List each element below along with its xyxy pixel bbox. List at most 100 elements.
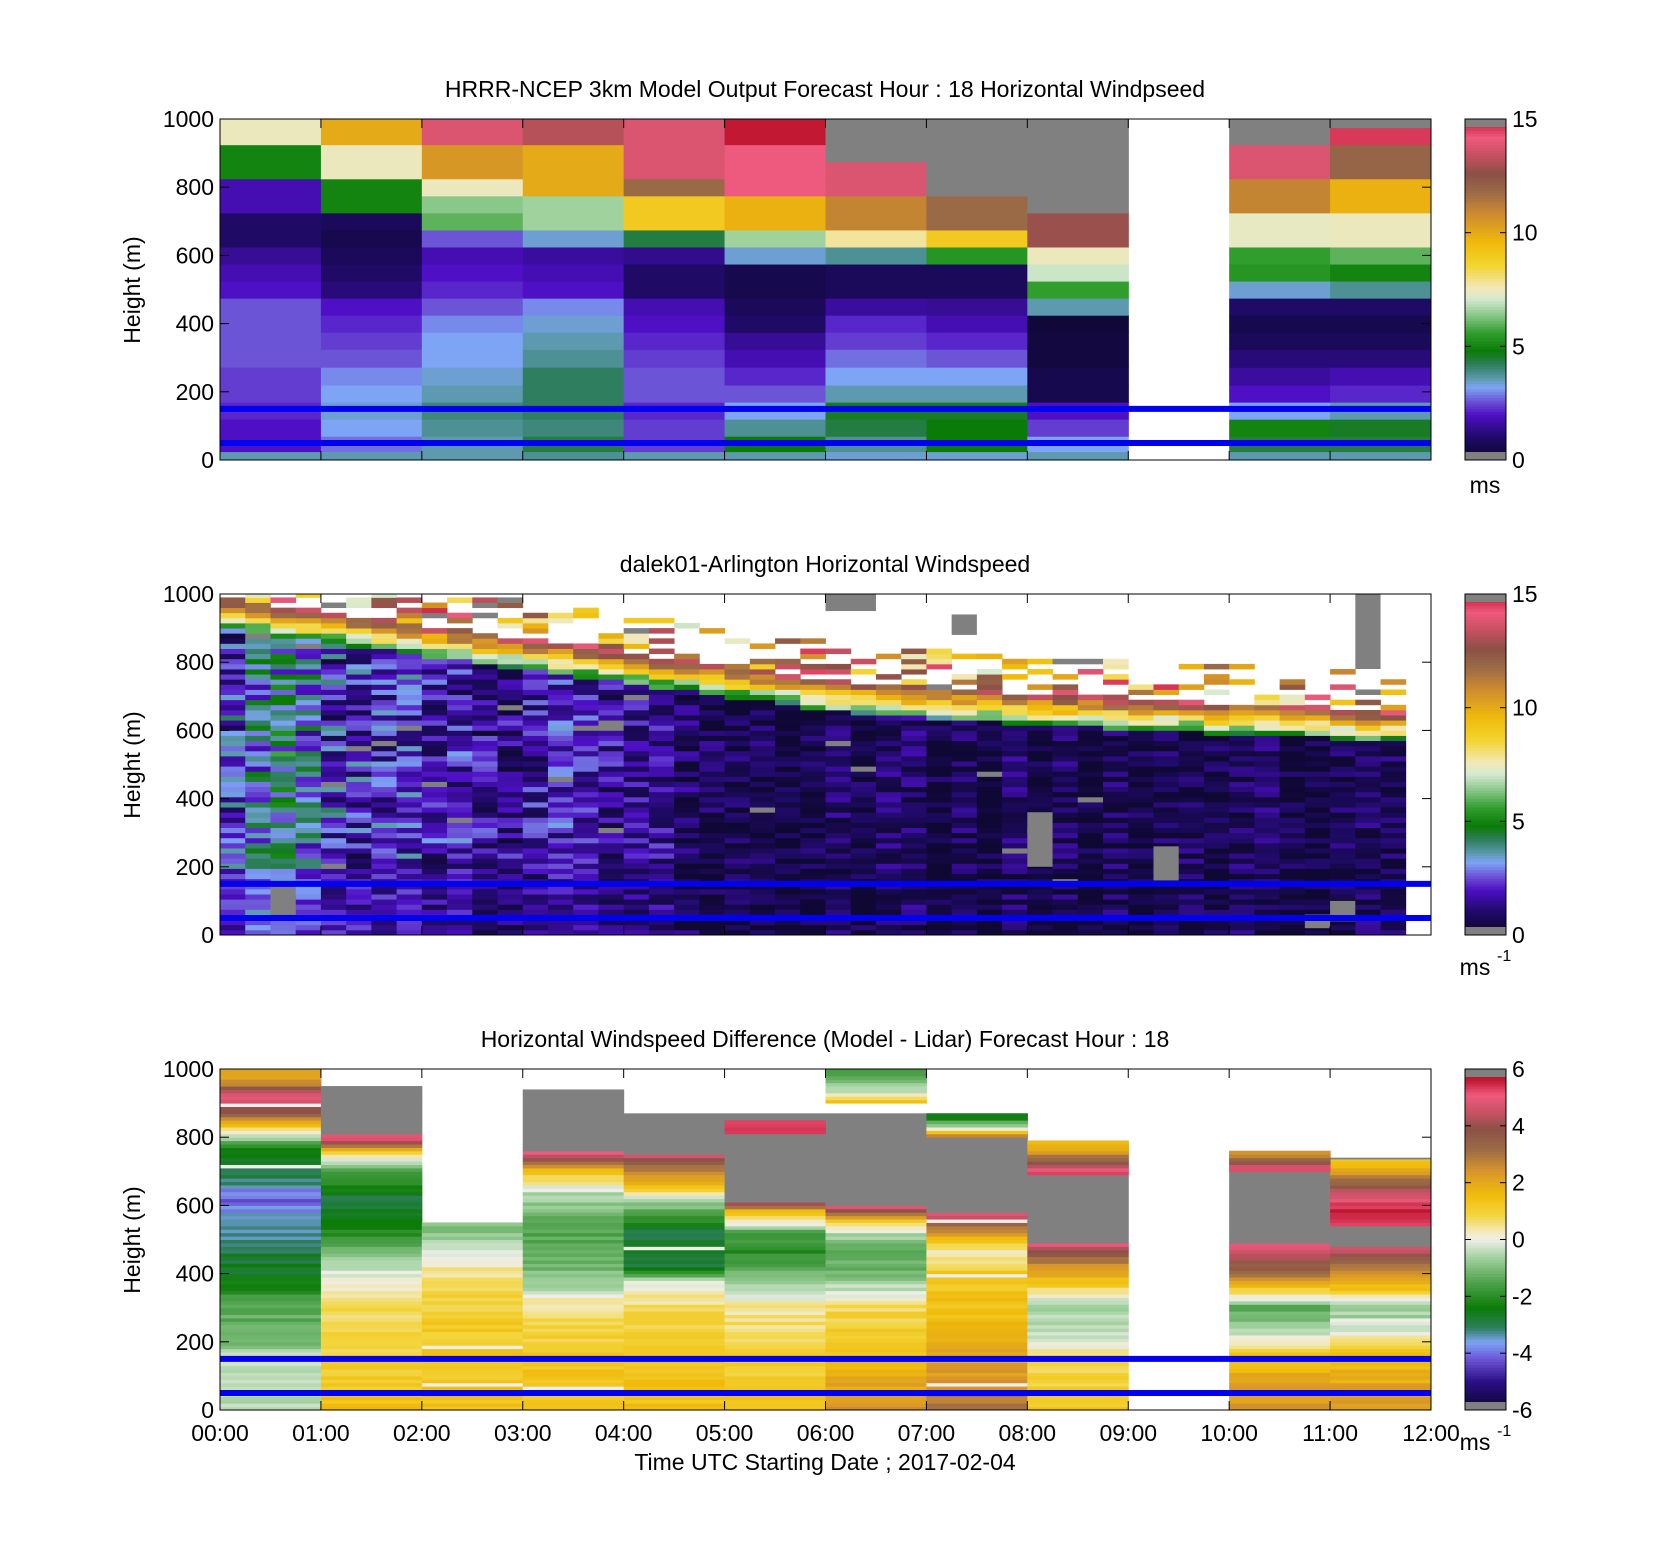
- colorbar-segment: [1465, 1094, 1506, 1098]
- lidar-cell: [245, 807, 271, 813]
- colorbar-segment: [1465, 352, 1506, 356]
- difference-cell: [522, 1290, 625, 1295]
- lidar-cell: [371, 822, 398, 828]
- difference-cell: [623, 1208, 726, 1213]
- lidar-cell: [875, 776, 902, 782]
- lidar-cell: [598, 704, 625, 711]
- difference-cell: [522, 1283, 625, 1288]
- difference-cell: [421, 1287, 524, 1292]
- lidar-cell: [320, 689, 347, 695]
- lidar-cell: [245, 776, 271, 782]
- lidar-cell: [724, 720, 751, 726]
- lidar-cell: [623, 653, 650, 660]
- lidar-cell: [421, 755, 448, 762]
- lidar-cell: [1279, 791, 1306, 798]
- lidar-cell: [749, 669, 776, 675]
- lidar-cell: [1052, 929, 1079, 935]
- lidar-cell: [270, 812, 297, 818]
- colorbar-overflow-cap: [1465, 119, 1506, 127]
- lidar-cell: [245, 669, 271, 675]
- colorbar-segment: [1465, 303, 1506, 308]
- lidar-cell: [800, 669, 826, 675]
- lidar-cell: [547, 694, 574, 701]
- model-cell: [1330, 280, 1431, 299]
- lidar-cell: [825, 745, 852, 752]
- lidar-cell: [421, 720, 448, 726]
- lidar-cell: [674, 888, 700, 895]
- lidar-cell: [472, 853, 498, 859]
- lidar-cell: [320, 873, 347, 880]
- colorbar-segment: [1465, 238, 1506, 242]
- lidar-cell: [1153, 750, 1180, 757]
- lidar-cell: [573, 669, 599, 675]
- lidar-cell: [295, 715, 322, 721]
- lidar-cell: [295, 837, 322, 844]
- lidar-cell: [396, 607, 423, 614]
- model-cell: [421, 212, 524, 231]
- lidar-cell: [421, 848, 448, 854]
- difference-cell: [623, 1280, 726, 1285]
- colorbar-segment: [1465, 909, 1506, 913]
- colorbar-segment: [1465, 138, 1506, 143]
- colorbar-segment: [1465, 386, 1506, 390]
- lidar-cell: [901, 904, 927, 910]
- lidar-cell: [1203, 791, 1230, 798]
- lidar-cell: [1380, 755, 1407, 762]
- colorbar-segment: [1465, 406, 1506, 410]
- lidar-cell: [598, 699, 625, 706]
- lidar-cell: [775, 904, 801, 910]
- lidar-cell: [850, 822, 877, 828]
- model-cell: [320, 349, 423, 368]
- colorbar-segment: [1465, 1205, 1506, 1209]
- lidar-cell: [825, 822, 852, 828]
- lidar-cell: [674, 663, 700, 670]
- lidar-cell: [749, 868, 776, 875]
- model-cell: [825, 280, 928, 299]
- lidar-cell: [1254, 904, 1281, 910]
- lidar-cell: [825, 919, 852, 926]
- lidar-cell: [1279, 755, 1306, 762]
- lidar-cell: [800, 873, 826, 880]
- colorbar-segment: [1465, 397, 1506, 401]
- difference-cell: [320, 1396, 423, 1401]
- lidar-cell: [1304, 730, 1331, 736]
- lidar-cell: [1103, 725, 1129, 731]
- lidar-cell: [1380, 750, 1407, 757]
- lidar-cell: [1279, 848, 1306, 854]
- lidar-cell: [573, 755, 599, 762]
- lidar-cell: [699, 848, 725, 854]
- difference-cell: [926, 1239, 1028, 1244]
- lidar-cell: [749, 853, 776, 859]
- lidar-cell: [699, 817, 725, 823]
- lidar-cell: [775, 853, 801, 859]
- lidar-cell: [270, 919, 297, 926]
- lidar-cell: [371, 802, 398, 808]
- lidar-cell: [1355, 853, 1381, 859]
- difference-cell: [1330, 1263, 1431, 1268]
- lidar-cell: [1052, 658, 1079, 665]
- lidar-cell: [1355, 771, 1381, 777]
- lidar-cell: [1279, 863, 1306, 869]
- model-cell: [1027, 212, 1129, 231]
- lidar-cell: [320, 791, 347, 798]
- model-cell: [1027, 315, 1129, 333]
- difference-cell: [320, 1133, 423, 1138]
- lidar-cell: [1279, 766, 1306, 772]
- lidar-cell: [724, 919, 751, 926]
- difference-cell: [623, 1304, 726, 1309]
- lidar-cell: [1002, 796, 1028, 803]
- lidar-cell: [295, 842, 322, 849]
- lidar-cell: [1153, 899, 1180, 905]
- lidar-cell: [346, 633, 372, 639]
- lidar-cell: [371, 812, 398, 818]
- lidar-cell: [775, 755, 801, 762]
- lidar-cell: [447, 848, 473, 854]
- colorbar-segment: [1465, 1114, 1506, 1118]
- colorbar-segment: [1465, 1344, 1506, 1348]
- lidar-cell: [472, 848, 498, 854]
- lidar-cell: [1330, 888, 1356, 895]
- lidar-cell: [825, 863, 852, 869]
- lidar-cell: [1178, 817, 1205, 823]
- difference-cell: [1330, 1205, 1431, 1210]
- lidar-cell: [1355, 699, 1381, 706]
